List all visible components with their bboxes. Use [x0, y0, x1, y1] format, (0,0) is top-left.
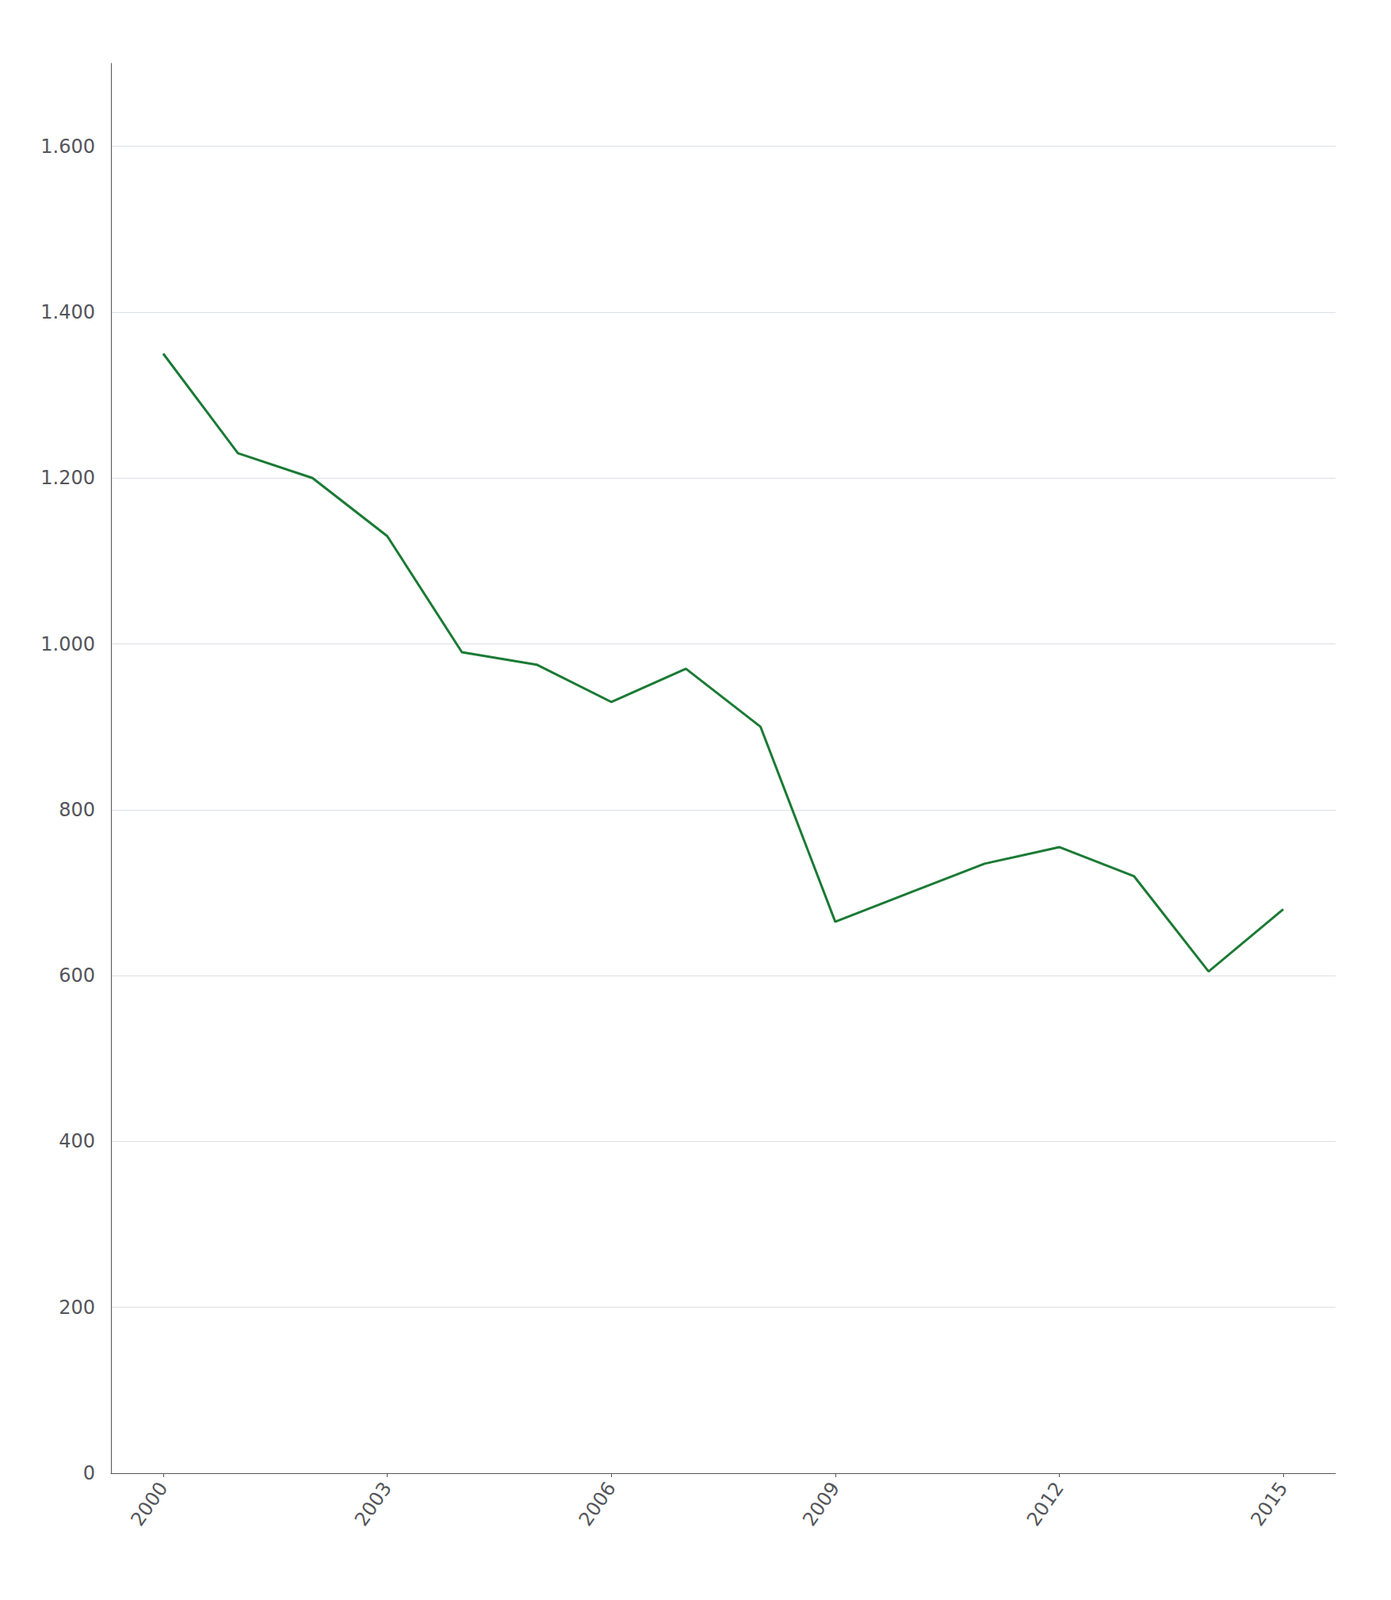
svg-text:1.000: 1.000 — [40, 633, 96, 656]
svg-text:600: 600 — [58, 964, 96, 987]
svg-text:800: 800 — [58, 798, 96, 822]
svg-text:2006: 2006 — [574, 1478, 621, 1531]
svg-text:2012: 2012 — [1022, 1478, 1069, 1531]
svg-text:2009: 2009 — [798, 1478, 845, 1531]
svg-text:400: 400 — [58, 1130, 96, 1153]
svg-text:1.400: 1.400 — [40, 301, 96, 324]
svg-text:1.200: 1.200 — [40, 466, 96, 490]
svg-text:2015: 2015 — [1246, 1478, 1293, 1531]
svg-text:2003: 2003 — [350, 1478, 397, 1531]
svg-text:200: 200 — [58, 1296, 96, 1319]
svg-text:0: 0 — [83, 1462, 96, 1485]
svg-text:2000: 2000 — [126, 1478, 172, 1531]
svg-text:1.600: 1.600 — [40, 135, 96, 158]
